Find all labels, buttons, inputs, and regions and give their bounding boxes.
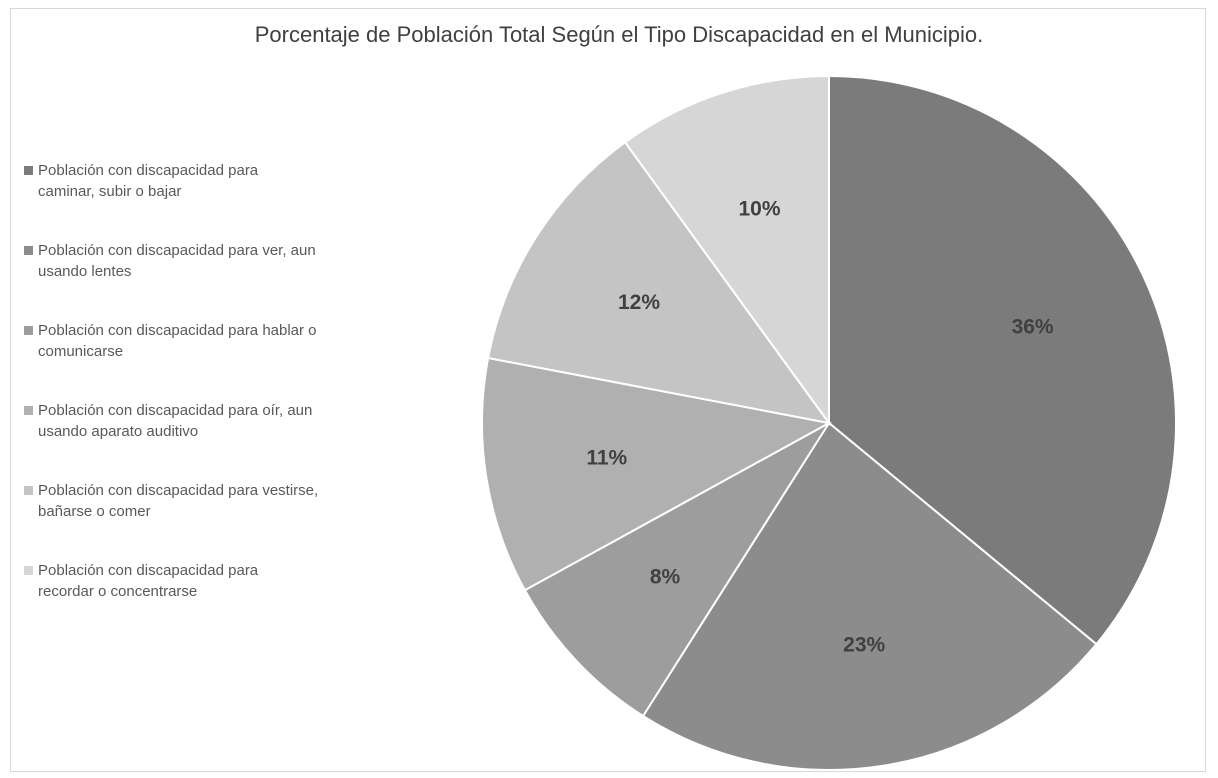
legend-label-line-2: usando aparato auditivo	[38, 423, 199, 440]
legend-label-line-1: Población con discapacidad para vestirse…	[38, 482, 319, 499]
pie-slice-4	[481, 356, 832, 592]
legend-label-line-1: Población con discapacidad para ver, aun	[38, 242, 316, 259]
pie-slice-6	[623, 74, 830, 427]
pie-slice-5	[486, 140, 832, 425]
legend-item-hablar: Población con discapacidad para hablar o…	[22, 320, 422, 361]
legend-label-line-2: usando lentes	[38, 263, 132, 280]
legend-item-caminar: Población con discapacidad para caminar,…	[22, 160, 422, 201]
legend-label-line-1: Población con discapacidad para hablar o	[38, 322, 317, 339]
legend-label-line-1: Población con discapacidad para oír, aun	[38, 402, 313, 419]
legend-swatch	[24, 246, 33, 255]
legend-item-vestirse: Población con discapacidad para vestirse…	[22, 480, 422, 521]
legend-label-line-2: bañarse o comer	[38, 503, 151, 520]
pie-slice-2	[641, 421, 1098, 771]
pie-data-label-2: 23%	[843, 634, 885, 657]
pie-data-label-3: 8%	[650, 566, 681, 589]
legend-swatch	[24, 166, 33, 175]
pie-data-label-4: 11%	[586, 447, 627, 470]
pie-data-label-1: 36%	[1012, 316, 1054, 339]
legend-item-oir: Población con discapacidad para oír, aun…	[22, 400, 422, 441]
legend-label-line-2: comunicarse	[38, 343, 124, 360]
legend-label-line-1: Población con discapacidad para	[38, 162, 259, 179]
legend-item-recordar: Población con discapacidad para recordar…	[22, 560, 422, 601]
legend-label-line-2: recordar o concentrarse	[38, 583, 198, 600]
legend-swatch	[24, 486, 33, 495]
pie-data-label-5: 12%	[618, 291, 660, 314]
legend-swatch	[24, 406, 33, 415]
legend-label-line-2: caminar, subir o bajar	[38, 183, 182, 200]
legend-swatch	[24, 566, 33, 575]
legend-swatch	[24, 326, 33, 335]
pie-slice-3	[523, 422, 830, 718]
legend-label-line-1: Población con discapacidad para	[38, 562, 259, 579]
pie-data-label-6: 10%	[738, 198, 780, 221]
legend: Población con discapacidad para caminar,…	[22, 160, 422, 640]
chart-title: Porcentaje de Población Total Según el T…	[254, 22, 984, 47]
legend-item-ver: Población con discapacidad para ver, aun…	[22, 240, 422, 281]
pie-slice-1	[828, 74, 1177, 646]
